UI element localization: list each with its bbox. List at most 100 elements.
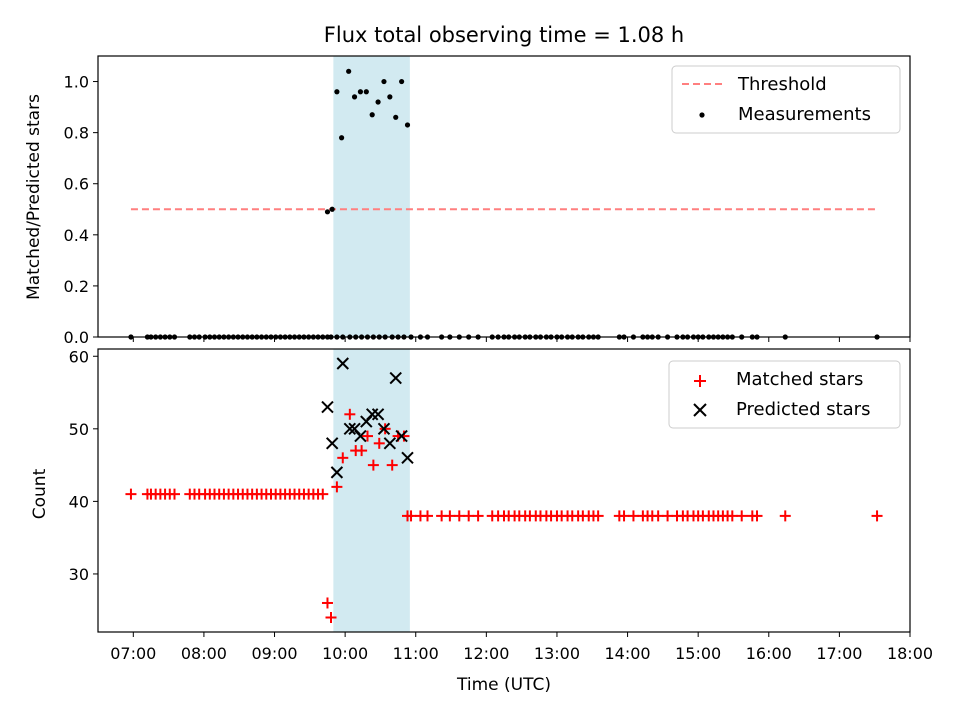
- matched-stars-point: [662, 510, 674, 522]
- x-tick-label: 10:00: [322, 644, 368, 663]
- legend-predicted-swatch: [693, 403, 707, 417]
- top-panel: 0.0 0.2 0.4 0.6 0.8 1.0: [64, 55, 911, 347]
- measurement-point: [381, 78, 387, 85]
- x-tick-label: 17:00: [816, 644, 862, 663]
- matched-stars-point: [168, 488, 180, 500]
- predicted-stars-point: [336, 357, 349, 370]
- matched-stars-point: [367, 459, 379, 471]
- measurement-point: [324, 209, 331, 215]
- matched-stars-point: [337, 452, 349, 464]
- matched-stars-point: [463, 510, 475, 522]
- y-tick-label: 0.8: [64, 124, 89, 143]
- predicted-stars-point: [371, 408, 385, 421]
- predicted-stars-point: [377, 422, 391, 436]
- x-tick-label: 07:00: [110, 644, 156, 663]
- matched-stars-point: [618, 510, 630, 522]
- top-y-axis-label: Matched/Predicted stars: [24, 94, 44, 300]
- matched-stars-point: [871, 510, 883, 522]
- legend-measurements-swatch: [699, 112, 705, 118]
- bottom-y-axis-label: Count: [30, 468, 50, 519]
- matched-stars-point: [726, 510, 738, 522]
- predicted-stars-point: [389, 371, 402, 385]
- legend-top-frame: [671, 65, 901, 134]
- predicted-stars-point: [325, 437, 339, 450]
- bottom-panel: 30 40 50 60 07:00 08:00 09:00 10:00 11:00 12:00 13…: [69, 347, 933, 663]
- x-tick-label: 16:00: [746, 644, 792, 663]
- predicted-stars-point: [321, 400, 334, 414]
- legend-bottom: Matched stars Predicted stars: [668, 360, 901, 429]
- y-tick-label: 0.2: [64, 277, 89, 296]
- legend-predicted-label: Predicted stars: [736, 399, 870, 420]
- y-tick-label: 50: [69, 420, 89, 439]
- x-tick-label: 11:00: [393, 644, 439, 663]
- legend-top: Threshold Measurements: [671, 65, 901, 134]
- observing-window-span: [333, 56, 410, 337]
- measurement-point: [363, 89, 369, 95]
- matched-stars-point: [331, 481, 343, 493]
- matched-stars-point: [373, 437, 385, 449]
- legend-matched-label: Matched stars: [736, 369, 863, 390]
- y-tick-label: 1.0: [64, 73, 89, 92]
- predicted-stars-point: [330, 466, 344, 479]
- observing-window-span: [333, 349, 410, 632]
- matched-stars-point: [361, 430, 373, 442]
- predicted-stars-point: [401, 451, 414, 465]
- matched-stars-point: [325, 611, 337, 623]
- x-tick-label: 13:00: [534, 644, 580, 663]
- y-tick-label: 0.6: [64, 175, 89, 194]
- measurement-point: [387, 94, 393, 100]
- matched-stars-point: [125, 488, 137, 500]
- matched-stars-point: [386, 459, 398, 471]
- matched-stars-point: [652, 510, 664, 522]
- matched-stars-point: [356, 445, 368, 457]
- matched-stars-point: [321, 597, 333, 609]
- x-tick-label: 08:00: [181, 644, 227, 663]
- matched-stars-point: [422, 510, 434, 522]
- measurement-point: [357, 89, 364, 95]
- matched-stars-point: [472, 510, 484, 522]
- legend-measurements-label: Measurements: [738, 104, 871, 125]
- x-tick-label: 14:00: [605, 644, 651, 663]
- plot-frame: [97, 348, 911, 633]
- measurement-point: [369, 112, 375, 118]
- matched-stars-point: [627, 510, 639, 522]
- y-tick-label: 0.0: [64, 328, 89, 347]
- predicted-stars-point: [354, 429, 367, 443]
- measurement-point: [329, 206, 335, 212]
- measurement-point: [346, 68, 352, 74]
- predicted-stars-point: [395, 429, 408, 443]
- predicted-stars-point: [383, 437, 397, 450]
- x-axis-label: Time (UTC): [456, 675, 551, 695]
- x-tick-label: 15:00: [675, 644, 721, 663]
- measurement-point: [339, 135, 345, 141]
- chart-title: Flux total observing time = 1.08 h: [324, 23, 684, 47]
- matched-stars-point: [444, 510, 456, 522]
- predicted-stars-point: [343, 422, 357, 436]
- measurement-point: [351, 94, 358, 100]
- legend-bottom-frame: [668, 360, 901, 429]
- matched-stars-point: [453, 510, 465, 522]
- plot-frame: [97, 55, 911, 338]
- y-tick-label: 0.4: [64, 226, 89, 245]
- measurement-point: [393, 114, 399, 120]
- y-tick-label: 40: [69, 492, 89, 511]
- legend-threshold-label: Threshold: [737, 74, 827, 95]
- predicted-stars-point: [365, 408, 379, 421]
- legend-matched-swatch: [694, 375, 706, 387]
- measurement-point: [404, 122, 411, 128]
- x-tick-label: 12:00: [463, 644, 509, 663]
- matched-stars-point: [751, 510, 763, 522]
- x-tick-label: 18:00: [887, 644, 933, 663]
- measurement-point: [375, 99, 381, 105]
- matched-stars-point: [736, 510, 748, 522]
- matched-stars-point: [779, 510, 791, 522]
- x-tick-label: 09:00: [251, 644, 297, 663]
- measurement-point: [334, 89, 340, 95]
- y-tick-label: 30: [69, 565, 89, 584]
- matched-stars-point: [405, 510, 417, 522]
- matched-stars-point: [592, 510, 604, 522]
- matched-stars-point: [317, 488, 329, 500]
- measurement-point: [399, 78, 405, 85]
- y-tick-label: 60: [69, 347, 89, 366]
